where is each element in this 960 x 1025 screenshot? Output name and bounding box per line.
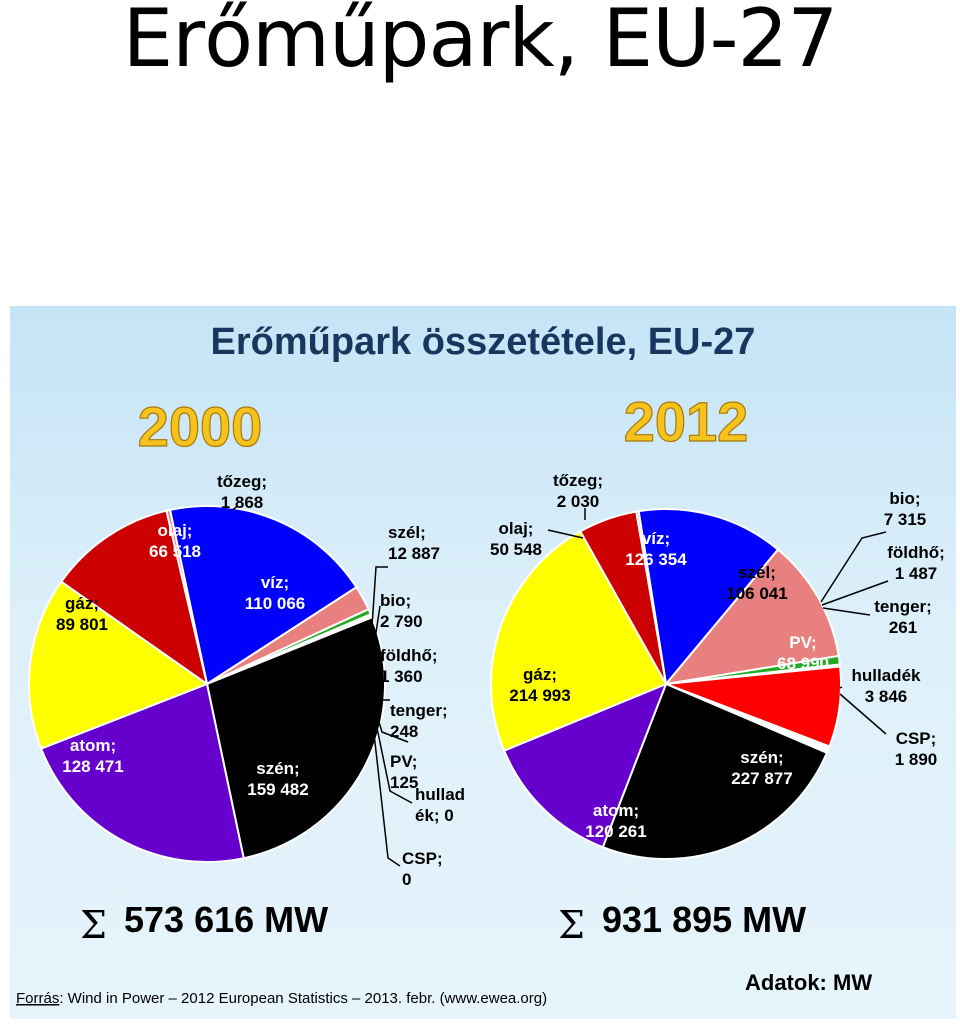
callout-csp-2012	[839, 693, 887, 735]
label-hulladek-2000: hullad ék; 0	[415, 785, 465, 825]
source-note: Forrás: Wind in Power – 2012 European St…	[16, 990, 547, 1007]
label-olaj-2012: olaj; 50 548	[490, 519, 542, 559]
label-foldho-2012: földhő; 1 487	[887, 543, 945, 583]
sum-symbol-2012: Σ	[558, 903, 585, 947]
total-2012: 931 895 MW	[602, 899, 806, 940]
panel-title: Erőműpark összetétele, EU-27	[211, 321, 756, 363]
total-2000: 573 616 MW	[124, 899, 328, 940]
callout-olaj-2012	[547, 529, 584, 539]
callout-tozeg-2000	[231, 505, 239, 511]
source-prefix: Forrás	[16, 990, 59, 1007]
label-tozeg-2000: tőzeg; 1 868	[217, 472, 267, 512]
callout-hulladek-2012	[839, 686, 843, 689]
callout-szel-2000	[367, 566, 388, 687]
label-viz-2000: víz; 110 066	[245, 573, 306, 613]
label-szel-2000: szél; 12 887	[388, 523, 440, 563]
slice-olaj-2000	[59, 509, 209, 687]
slice-szen-2000	[205, 616, 386, 860]
label-tenger-2000: tenger; 248	[390, 701, 448, 741]
chart-panel: Erőműpark összetétele, EU-27 2000 2012 v…	[10, 306, 956, 1019]
callout-foldho-2012	[821, 580, 889, 606]
callout-bio-2000	[367, 605, 381, 687]
slice-viz-2000	[168, 505, 358, 686]
callout-bio-2012	[820, 531, 887, 603]
label-tozeg-2012: tőzeg; 2 030	[553, 471, 603, 511]
callout-csp-2000	[368, 688, 401, 867]
callout-tenger-2012	[822, 607, 871, 616]
label-atom-2000: atom; 128 471	[62, 736, 123, 776]
label-atom-2012: atom; 120 261	[585, 801, 646, 841]
slice-atom-2012	[502, 682, 668, 849]
slide-title: Erőműpark, EU-27	[122, 0, 839, 85]
pie-2000: víz; 110 066 szél; 12 887 bio; 2 790 földhő; 1 …	[28, 472, 465, 889]
label-olaj-2000: olaj; 66 518	[149, 521, 201, 561]
sum-symbol-2000: Σ	[80, 903, 107, 947]
label-szen-2012: szén; 227 877	[731, 748, 792, 788]
slice-tozeg-2012	[635, 510, 667, 685]
label-gaz-2000: gáz; 89 801	[56, 594, 108, 634]
slice-szel-2012	[663, 548, 840, 686]
label-bio-2012: bio; 7 315	[884, 489, 927, 529]
slice-szen-2012	[601, 682, 829, 860]
label-szel-2012: szél; 106 041	[726, 563, 787, 603]
label-foldho-2000: földhő; 1 360	[380, 646, 438, 686]
label-bio-2000: bio; 2 790	[380, 591, 423, 631]
label-csp-2000: CSP; 0	[402, 849, 443, 889]
callout-pv-2000	[368, 687, 409, 743]
label-viz-2012: víz; 126 354	[625, 529, 687, 569]
label-pv-2000: PV; 125	[390, 752, 418, 792]
slice-viz-2012	[637, 508, 780, 687]
slice-atom-2000	[39, 682, 245, 863]
slice-gaz-2012	[490, 530, 668, 752]
label-hulladek-2012: hulladék 3 846	[852, 666, 922, 706]
slice-tozeg-2000	[165, 508, 208, 685]
label-pv-2012: PV; 68 990	[777, 633, 829, 673]
label-tenger-2012: tenger; 261	[874, 597, 932, 637]
label-gaz-2012: gáz; 214 993	[509, 665, 570, 705]
unit-note: Adatok: MW	[745, 970, 872, 995]
source-text: : Wind in Power – 2012 European Statisti…	[59, 990, 547, 1007]
slice-gaz-2000	[28, 580, 210, 750]
callout-hulladek-2000	[368, 688, 413, 804]
label-csp-2012: CSP; 1 890	[895, 729, 938, 769]
pie-2000-year: 2000	[138, 395, 263, 458]
pie-2012-year: 2012	[624, 390, 749, 453]
callout-foldho-2000	[367, 660, 381, 688]
callout-tenger-2000	[368, 687, 390, 701]
pie-2012: víz; 126 354 szél; 106 041 bio; 7 315 földhő; 1…	[490, 471, 945, 860]
pie-charts-figure: Erőműpark összetétele, EU-27 2000 2012 v…	[16, 321, 945, 1007]
label-szen-2000: szén; 159 482	[247, 759, 308, 799]
